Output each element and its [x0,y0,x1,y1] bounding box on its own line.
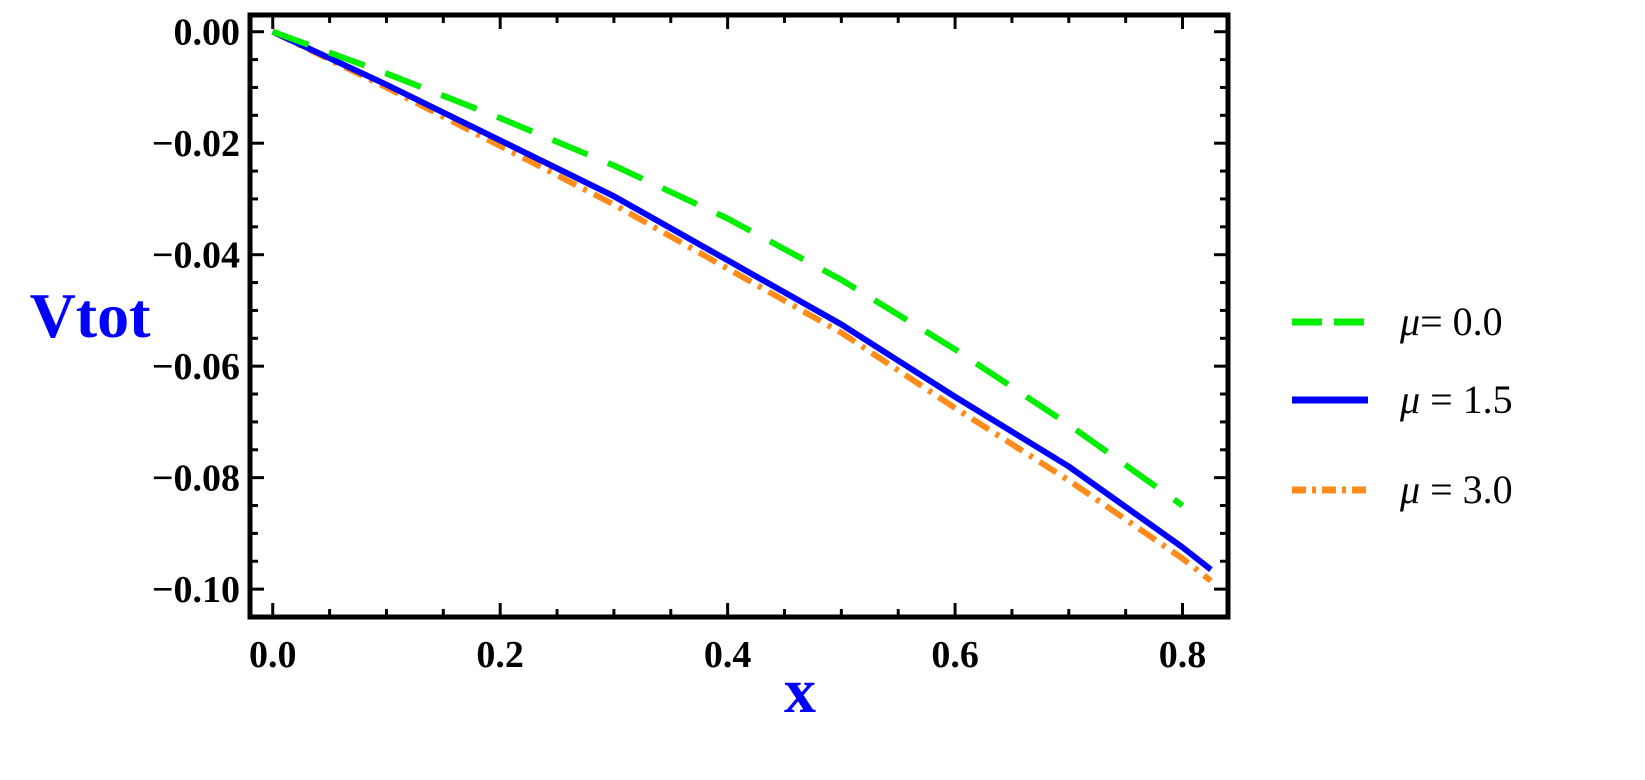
y-tick-label: −0.06 [152,346,240,388]
y-tick-label: −0.08 [152,458,240,500]
y-axis-title: Vtot [30,280,152,351]
series-line-1 [271,28,1213,572]
legend-label: μ = 1.5 [1399,377,1513,422]
series-line-2 [271,29,1213,584]
x-tick-label: 0.4 [704,634,752,676]
x-tick-label: 0.2 [476,634,524,676]
y-tick-label: −0.02 [152,123,240,165]
y-tick-label: −0.04 [152,235,240,277]
y-tick-label: 0.00 [174,12,241,54]
x-axis-title: x [784,655,816,726]
legend-label: μ = 3.0 [1399,467,1513,512]
labels-layer: 0.0 0.2 0.4 0.6 0.8 0.00 −0.02 −0.04 −0.06 −0.08 −… [152,12,1206,676]
y-tick-label: −0.10 [152,569,240,611]
legend: μ= 0.0 μ = 1.5 μ = 3.0 [1292,299,1513,512]
plot-frame [247,12,1231,620]
x-tick-label: 0.8 [1159,634,1207,676]
legend-label: μ= 0.0 [1399,299,1503,344]
x-tick-label: 0.6 [931,634,979,676]
series-layer [271,28,1213,584]
x-tick-label: 0.0 [249,634,297,676]
ticks-layer [250,15,1228,619]
series-line-0 [271,28,1185,508]
